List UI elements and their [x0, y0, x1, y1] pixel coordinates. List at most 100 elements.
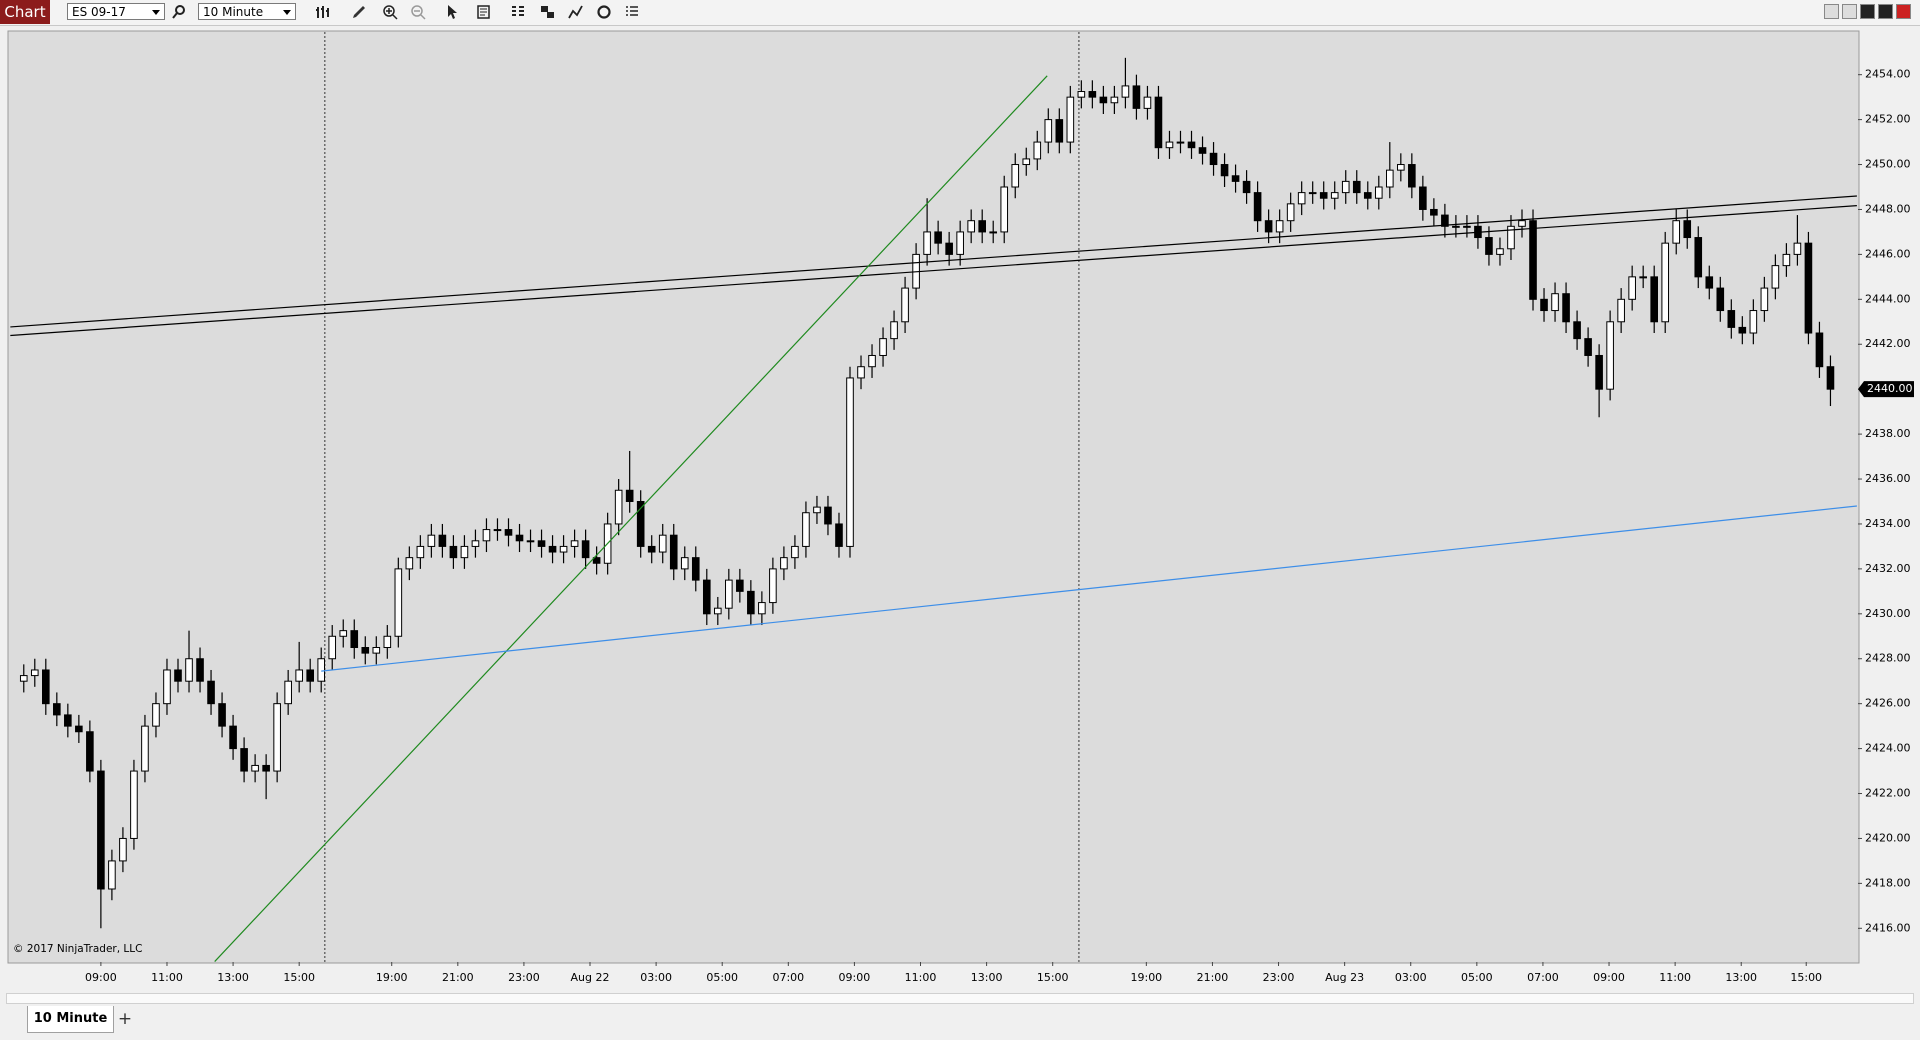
candle-body	[1165, 141, 1174, 149]
candle-body	[890, 321, 898, 340]
candle-body	[1727, 310, 1736, 328]
candle-body	[1430, 208, 1438, 216]
candle-body	[416, 545, 425, 559]
candle-body	[1143, 96, 1152, 109]
candle-body	[141, 725, 149, 772]
toolbar: Chart ES 09-17 10 Minute	[0, 0, 1920, 26]
candle-body	[1000, 186, 1009, 233]
zoom-out-icon[interactable]	[410, 4, 426, 20]
x-tick-label: Aug 22	[571, 971, 610, 984]
x-tick-label: 07:00	[1527, 971, 1559, 984]
candle-body	[1264, 220, 1273, 233]
candle-body	[923, 231, 931, 255]
candle-body	[780, 557, 788, 570]
candle-body	[361, 647, 370, 654]
candle-body	[383, 635, 392, 649]
minimize-button[interactable]	[1860, 4, 1875, 19]
candle-body	[328, 635, 337, 660]
x-tick-label: 03:00	[640, 971, 672, 984]
candle-body	[945, 242, 953, 255]
candle-body	[1286, 203, 1295, 222]
candle-body	[1022, 158, 1031, 166]
candle-body	[174, 669, 182, 682]
zoom-in-icon[interactable]	[382, 4, 398, 20]
candle-body	[1363, 192, 1372, 199]
tab-bar: 10 Minute +	[0, 1006, 1920, 1040]
maximize-button[interactable]	[1878, 4, 1893, 19]
candle-body	[1011, 164, 1020, 188]
list-icon[interactable]	[624, 4, 640, 20]
trend-line	[10, 195, 1857, 328]
pointer-icon[interactable]	[444, 4, 460, 20]
candle-body	[592, 557, 601, 564]
interval-select[interactable]: 10 Minute	[198, 3, 296, 20]
x-tick-label: 11:00	[1659, 971, 1691, 984]
candle-body	[471, 540, 480, 547]
candle-body	[1441, 214, 1449, 227]
candle-body	[1749, 310, 1758, 334]
x-tick-label: 13:00	[1725, 971, 1757, 984]
window-button[interactable]	[1842, 4, 1857, 19]
candle-body	[284, 680, 292, 705]
trend-line	[321, 505, 1857, 672]
candle-body	[1187, 141, 1196, 149]
candle-body	[1826, 366, 1835, 390]
add-tab[interactable]: +	[117, 1009, 133, 1029]
candle-body	[526, 540, 535, 543]
candle-body	[1121, 85, 1130, 98]
close-button[interactable]	[1896, 4, 1911, 19]
y-tick-label: 2450.00	[1865, 158, 1911, 171]
candle-body	[1463, 225, 1471, 228]
data-box-icon[interactable]	[476, 4, 492, 20]
instrument-select[interactable]: ES 09-17	[67, 3, 165, 20]
tab[interactable]: 10 Minute	[27, 1006, 114, 1033]
search-icon[interactable]	[171, 4, 187, 20]
x-tick-label: 21:00	[1197, 971, 1229, 984]
candle-body	[934, 231, 942, 244]
candle-body	[680, 557, 689, 570]
app-label[interactable]: Chart	[0, 0, 50, 24]
y-tick-label: 2436.00	[1865, 472, 1911, 485]
candle-body	[1507, 225, 1515, 250]
axes: 2416.00 2418.00 2420.00 2422.00 2424.00 2426.…	[85, 68, 1914, 984]
y-tick-label: 2444.00	[1865, 292, 1911, 305]
candle-body	[119, 837, 127, 862]
candle-body	[1088, 91, 1097, 98]
candle-body	[978, 220, 987, 233]
x-tick-label: 03:00	[1395, 971, 1427, 984]
candle-body	[570, 540, 579, 547]
reload-icon[interactable]	[596, 4, 612, 20]
draw-icon[interactable]	[351, 4, 367, 20]
candle-body	[1518, 220, 1526, 227]
copyright: © 2017 NinjaTrader, LLC	[13, 943, 142, 955]
candle-body	[493, 529, 502, 532]
y-tick-label: 2422.00	[1865, 787, 1911, 800]
templates-icon[interactable]	[540, 4, 556, 20]
candle-body	[857, 366, 865, 379]
x-tick-label: 13:00	[217, 971, 249, 984]
x-tick-label: 13:00	[971, 971, 1003, 984]
candle-body	[879, 338, 887, 356]
y-tick-label: 2446.00	[1865, 247, 1911, 260]
properties-icon[interactable]	[510, 4, 526, 20]
scrollbar[interactable]	[6, 993, 1914, 1004]
candle-body	[1606, 321, 1614, 390]
x-tick-label: 09:00	[85, 971, 117, 984]
candle-body	[846, 377, 854, 547]
candle-body	[449, 545, 458, 559]
candle-body	[868, 354, 876, 368]
bars-icon[interactable]	[315, 4, 331, 20]
window-button[interactable]	[1824, 4, 1839, 19]
candle-body	[1551, 293, 1559, 312]
x-tick-label: 11:00	[905, 971, 937, 984]
candle-body	[350, 630, 359, 649]
strategy-icon[interactable]	[568, 4, 584, 20]
candle-body	[548, 545, 557, 553]
candle-body	[1419, 186, 1427, 210]
candle-body	[1374, 186, 1383, 199]
candle-body	[1716, 287, 1725, 312]
candle-body	[1639, 276, 1647, 279]
candle-body	[1385, 169, 1394, 188]
candle-body	[1661, 242, 1670, 323]
candle-body	[1782, 253, 1791, 267]
